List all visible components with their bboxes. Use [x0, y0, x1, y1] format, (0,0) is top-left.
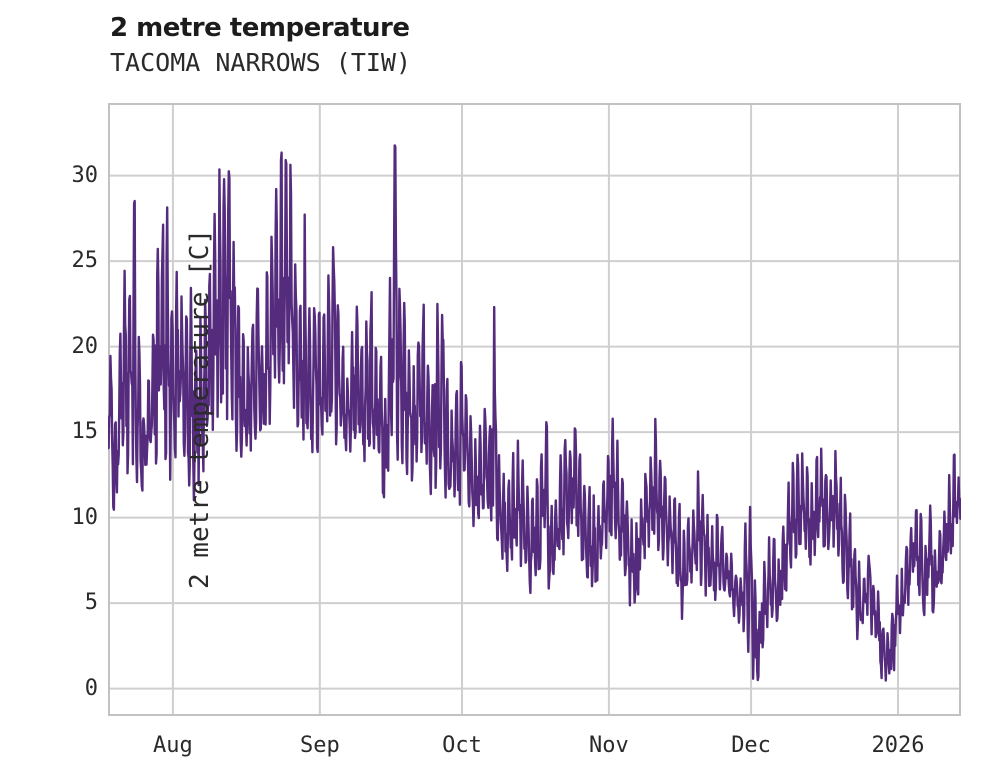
y-axis-label: 2 metre temperature [C]: [185, 228, 216, 590]
chart-subtitle: TACOMA NARROWS (TIW): [110, 48, 412, 77]
y-tick-label: 25: [71, 248, 99, 274]
x-tick-label: Nov: [589, 733, 629, 758]
x-tick-label: Dec: [731, 733, 771, 758]
x-tick-label: Oct: [442, 733, 482, 758]
y-tick-label: 5: [84, 590, 98, 616]
y-tick-label: 30: [71, 162, 99, 188]
x-tick-label: Aug: [153, 733, 193, 758]
y-tick-label: 0: [84, 675, 98, 701]
x-tick-label: 2026: [871, 733, 925, 758]
x-tick-label: Sep: [299, 733, 340, 758]
y-tick-label: 15: [71, 419, 99, 445]
y-tick-label: 10: [71, 504, 99, 530]
temperature-line: [108, 144, 961, 682]
y-tick-label: 20: [71, 333, 99, 359]
plot-area: 2 metre temperature [C] 0 5 10 15 20 25 30 Aug…: [72, 103, 961, 757]
chart-title: 2 metre temperature: [110, 13, 410, 43]
temperature-plot-svg: [108, 103, 961, 716]
